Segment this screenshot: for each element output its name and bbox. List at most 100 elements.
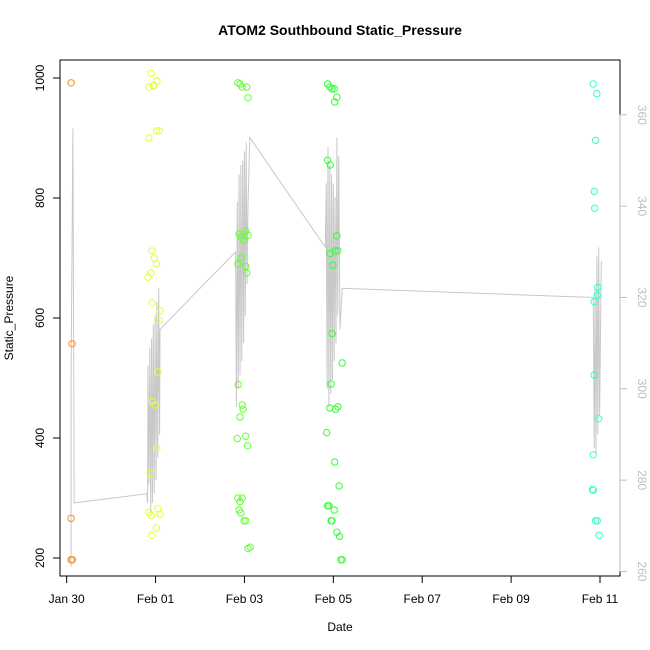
data-point [238,494,246,502]
x-tick-label: Feb 09 [492,592,530,606]
data-point [595,531,603,539]
y-tick-label: 1000 [33,64,47,91]
data-point [323,502,332,510]
data-point [244,231,252,239]
y-tick-label: 800 [33,188,47,208]
data-point [148,531,156,539]
data-point [335,532,344,541]
data-point [237,509,245,517]
data-point [234,260,242,268]
data-point [147,511,155,520]
data-point [156,510,164,518]
data-point [595,415,603,423]
data-point [239,405,247,413]
data-point [590,187,598,196]
data-point [155,316,163,325]
data-point [334,403,342,411]
data-point [148,299,156,307]
data-point [327,380,335,388]
data-point [335,482,343,490]
y-tick-label: 400 [33,428,47,448]
data-point [593,291,601,299]
data-point [334,247,342,255]
data-point [242,227,250,235]
y-tick-label: 600 [33,308,47,328]
y2-tick-label: 320 [635,287,649,307]
data-point [243,83,251,91]
data-point [326,161,334,169]
data-point [327,517,335,525]
x-tick-label: Jan 30 [49,592,85,606]
data-point [68,556,77,564]
data-point [328,329,336,338]
data-point [152,127,161,135]
y-axis: 200 400 600 800 1000 [33,64,61,568]
data-point [145,83,153,91]
y2-tick-label: 260 [635,561,649,581]
data-point [67,79,75,87]
data-point [155,127,163,135]
data-point [594,283,602,292]
data-point [151,401,159,409]
data-point [593,89,601,98]
data-point [590,371,598,379]
chart-title: ATOM2 Southbound Static_Pressure [218,22,462,38]
data-point [238,401,246,409]
line-series-group [70,128,602,567]
y2-axis: 260 280 300 320 340 360 [619,105,649,582]
data-point [333,232,341,240]
data-point [242,432,250,440]
data-point [244,94,252,102]
y2-tick-label: 280 [635,470,649,490]
data-point [238,83,246,91]
y-tick-label: 200 [33,548,47,568]
data-point [328,85,336,93]
data-point [153,77,161,85]
data-point [236,413,244,421]
data-point [330,506,338,514]
data-point [329,261,337,269]
data-point [239,236,248,244]
x-tick-label: Feb 01 [137,592,175,606]
data-point [589,486,597,494]
series-line [70,128,602,567]
x-tick-label: Feb 07 [404,592,442,606]
x-axis-label: Date [327,620,353,634]
data-point [338,556,346,564]
x-tick-label: Feb 05 [315,592,353,606]
data-point [147,69,155,77]
data-point [150,254,158,262]
data-point [333,93,341,101]
data-point [242,517,250,525]
data-point [148,247,156,255]
data-point [234,494,242,502]
y2-tick-label: 300 [635,379,649,399]
data-point [591,204,599,212]
data-point [331,405,340,413]
data-point [243,442,252,450]
data-point [330,85,338,93]
data-point [146,469,154,478]
data-point [588,485,597,494]
data-point [233,434,242,443]
data-point [246,543,254,551]
data-point [326,404,334,412]
data-point [234,380,242,389]
data-point [237,254,246,262]
data-point [236,497,244,506]
data-point [331,98,339,106]
data-point [152,524,161,532]
data-point [154,368,162,376]
data-point [144,273,152,281]
scatter-points-group [67,69,603,564]
data-point [591,136,600,145]
data-point [331,247,339,255]
x-tick-label: Feb 03 [226,592,264,606]
data-point [331,458,339,466]
data-point [323,428,331,437]
data-point [590,298,598,306]
data-point [152,260,161,268]
data-point [149,82,158,90]
y2-tick-label: 360 [635,105,649,125]
